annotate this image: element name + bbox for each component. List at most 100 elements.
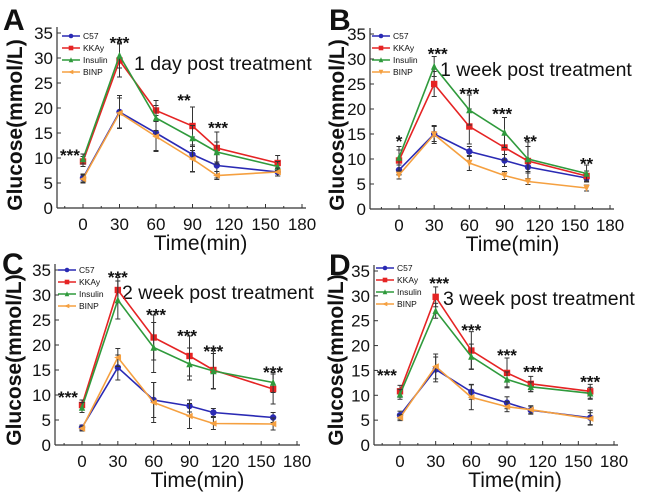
x-tick-label: 150: [561, 216, 589, 235]
panel-A: 0 5 10 15 20 25 30 35 0 30 60 90 120 150 180 Time(min) G…: [3, 4, 316, 255]
significance-annotation: ***: [110, 34, 130, 53]
panel-title: 1 day post treatment: [134, 53, 312, 75]
y-tick-label: 35: [32, 261, 51, 280]
significance-annotation: ***: [492, 105, 512, 124]
data-point: [382, 301, 388, 307]
panel-label: D: [329, 249, 351, 282]
data-point: [382, 277, 388, 283]
data-point: [114, 364, 122, 371]
x-tick-label: 90: [498, 452, 517, 471]
significance-annotation: *: [396, 132, 403, 151]
significance-annotation: ***: [60, 146, 80, 165]
data-point: [115, 109, 123, 117]
data-point: [152, 133, 160, 140]
x-axis-label: Time(min): [151, 469, 245, 492]
series-line: [81, 288, 274, 406]
series-line: [399, 309, 591, 395]
series-c57: [395, 126, 590, 183]
series-binp: [78, 348, 277, 432]
significance-annotation: ***: [523, 362, 543, 381]
panel-C: 0 5 10 15 20 25 30 35 0 30 60 90 120 150 180 Time(min) G…: [2, 248, 314, 492]
data-point: [64, 279, 70, 285]
data-point: [213, 172, 221, 179]
data-point: [116, 51, 123, 59]
data-point: [527, 383, 534, 391]
series-line: [82, 53, 278, 168]
x-tick-label: 90: [495, 216, 514, 235]
y-tick-label: 10: [351, 386, 370, 405]
series-insulin: [396, 302, 594, 400]
data-point: [210, 367, 217, 375]
y-tick-label: 10: [34, 149, 53, 168]
data-point: [213, 148, 221, 156]
legend-label: KKAy: [397, 275, 419, 285]
x-tick-label: 30: [110, 215, 129, 234]
series-line: [81, 298, 274, 408]
y-tick-label: 25: [351, 312, 370, 331]
y-axis-label: Glucose(mmol/L): [326, 39, 349, 211]
significance-annotation: **: [580, 155, 594, 174]
series-line: [81, 356, 274, 429]
y-tick-label: 0: [357, 200, 366, 219]
x-tick-label: 60: [462, 452, 481, 471]
legend-label: Insulin: [397, 287, 422, 297]
significance-annotation: ***: [108, 268, 128, 287]
x-tick-label: 60: [147, 215, 166, 234]
y-tick-label: 25: [32, 311, 51, 330]
data-point: [189, 134, 196, 142]
x-tick-label: 150: [251, 215, 279, 234]
data-point: [395, 171, 403, 179]
series-line: [81, 366, 274, 428]
x-tick-label: 30: [108, 452, 127, 471]
x-tick-label: 0: [78, 215, 87, 234]
series-insulin: [78, 280, 277, 413]
data-point: [209, 420, 217, 427]
y-tick-label: 25: [347, 75, 366, 94]
data-point: [378, 45, 384, 51]
y-tick-label: 5: [361, 411, 370, 430]
y-tick-label: 20: [32, 336, 51, 355]
legend-label: BINP: [393, 67, 413, 77]
legend-label: KKAy: [79, 277, 101, 287]
data-point: [114, 354, 122, 361]
series-c57: [78, 354, 277, 431]
x-axis-label: Time(min): [154, 232, 248, 255]
x-tick-label: 60: [460, 216, 479, 235]
y-tick-label: 30: [347, 50, 366, 69]
legend-label: KKAy: [393, 43, 415, 53]
series-line: [399, 365, 591, 420]
data-point: [185, 412, 193, 420]
panel-label: B: [329, 4, 351, 37]
significance-annotation: ***: [263, 363, 283, 382]
data-point: [432, 307, 439, 314]
data-point: [396, 414, 404, 421]
data-point: [396, 390, 404, 398]
data-point: [68, 57, 74, 63]
y-tick-label: 10: [32, 386, 51, 405]
y-tick-label: 15: [351, 361, 370, 380]
data-point: [527, 406, 534, 413]
data-point: [68, 69, 74, 75]
x-tick-label: 90: [183, 215, 202, 234]
significance-annotation: ***: [580, 372, 600, 391]
data-point: [501, 172, 508, 180]
data-point: [468, 352, 475, 360]
y-tick-label: 35: [34, 24, 53, 43]
data-point: [524, 155, 532, 163]
x-tick-label: 120: [528, 452, 556, 471]
data-point: [503, 375, 511, 383]
y-tick-label: 0: [44, 199, 53, 218]
significance-annotation: ***: [177, 327, 197, 346]
significance-annotation: ***: [429, 274, 449, 293]
x-tick-label: 30: [425, 216, 444, 235]
series-line: [398, 133, 587, 189]
series-binp: [79, 97, 281, 184]
series-binp: [395, 125, 590, 192]
data-point: [501, 128, 508, 136]
data-point: [210, 409, 217, 416]
data-point: [430, 80, 438, 88]
data-point: [79, 175, 87, 183]
legend-label: Insulin: [79, 289, 104, 299]
data-point: [466, 148, 473, 155]
